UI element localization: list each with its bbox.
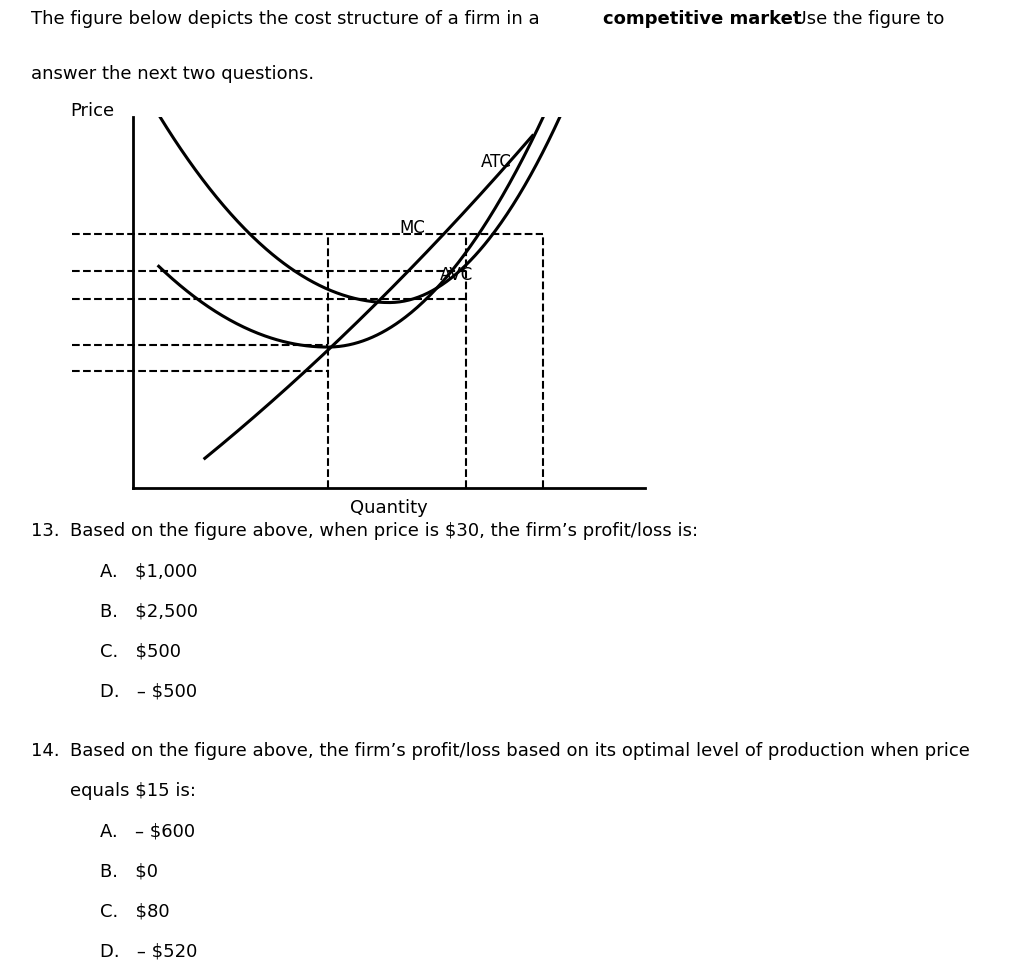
Text: Based on the figure above, the firm’s profit/loss based on its optimal level of : Based on the figure above, the firm’s pr…: [71, 742, 971, 760]
Text: Based on the figure above, when price is $30, the firm’s profit/loss is:: Based on the figure above, when price is…: [71, 522, 698, 540]
Text: The figure below depicts the cost structure of a firm in a: The figure below depicts the cost struct…: [31, 10, 545, 27]
Text: A.   – $600: A. – $600: [100, 822, 196, 840]
Text: ATC: ATC: [481, 152, 512, 171]
Text: MC: MC: [399, 220, 425, 237]
Text: A.   $1,000: A. $1,000: [100, 562, 198, 580]
Text: D.   – $500: D. – $500: [100, 682, 198, 700]
Text: C.   $80: C. $80: [100, 902, 170, 920]
Text: 14.: 14.: [31, 742, 59, 760]
Text: answer the next two questions.: answer the next two questions.: [31, 65, 313, 83]
Y-axis label: Price: Price: [70, 102, 115, 120]
Text: 13.: 13.: [31, 522, 59, 540]
Text: D.   – $520: D. – $520: [100, 943, 198, 960]
Text: C.   $500: C. $500: [100, 642, 181, 660]
Text: equals $15 is:: equals $15 is:: [71, 783, 197, 800]
Text: . Use the figure to: . Use the figure to: [781, 10, 944, 27]
Text: B.   $0: B. $0: [100, 863, 159, 880]
X-axis label: Quantity: Quantity: [350, 499, 428, 517]
Text: competitive market: competitive market: [603, 10, 802, 27]
Text: B.   $2,500: B. $2,500: [100, 602, 199, 620]
Text: AVC: AVC: [440, 265, 473, 284]
